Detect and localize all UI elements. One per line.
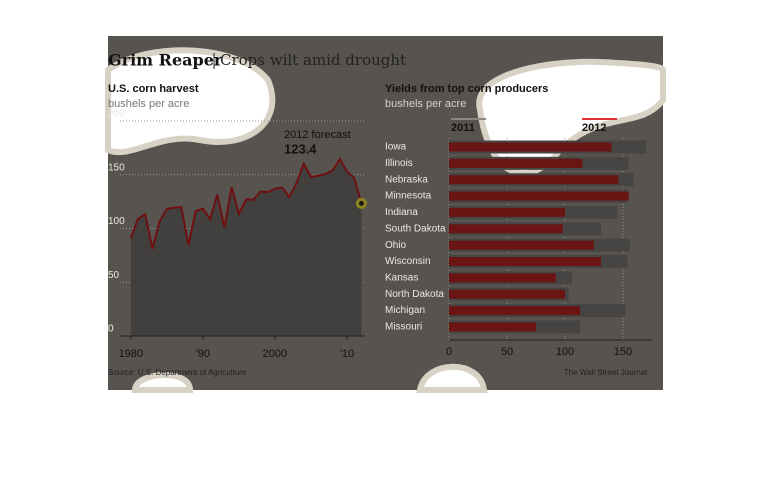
area <box>130 158 362 336</box>
x-tick-label: 100 <box>556 346 574 358</box>
bar <box>449 289 565 299</box>
x-tick-label: 0 <box>446 346 452 358</box>
bar <box>449 207 565 217</box>
axis-unit: bushels per acre <box>108 98 189 110</box>
subtitle: Crops wilt amid drought <box>220 51 406 69</box>
credit: The Wall Street Journal <box>564 368 648 377</box>
category-label: Missouri <box>385 322 422 333</box>
annotation-label: 2012 forecast <box>284 129 351 141</box>
x-tick-label: '90 <box>196 348 210 360</box>
blob <box>105 47 276 156</box>
bar <box>449 142 612 152</box>
category-label: Michigan <box>385 305 425 316</box>
axis-unit: bushels per acre <box>385 98 466 110</box>
category-label: Illinois <box>385 158 413 169</box>
category-label: North Dakota <box>385 289 444 300</box>
chart-title: U.S. corn harvest <box>108 83 199 95</box>
bar <box>449 306 581 316</box>
category-label: Wisconsin <box>385 256 431 267</box>
category-label: Nebraska <box>385 174 428 185</box>
legend-label: 2011 <box>451 122 475 134</box>
category-label: South Dakota <box>385 223 446 234</box>
bar <box>449 322 536 332</box>
category-label: Minnesota <box>385 191 432 202</box>
x-tick-label: 1980 <box>119 348 143 360</box>
category-label: Indiana <box>385 207 418 218</box>
y-tick-label: 200 <box>108 109 125 120</box>
bar <box>449 224 563 234</box>
blob <box>131 372 194 393</box>
source: Source: U.S. Department of Agriculture <box>108 368 247 377</box>
bar <box>449 240 594 250</box>
x-tick-label: 150 <box>614 346 632 358</box>
x-tick-label: '10 <box>340 348 354 360</box>
y-tick-label: 50 <box>108 270 120 281</box>
bar <box>449 257 601 267</box>
bar <box>449 191 629 201</box>
category-label: Ohio <box>385 240 407 251</box>
x-tick-label: 2000 <box>263 348 287 360</box>
category-label: Kansas <box>385 273 418 284</box>
line <box>129 156 363 250</box>
highlight-dot <box>355 197 367 209</box>
blob <box>416 363 488 393</box>
y-tick-label: 150 <box>108 162 125 173</box>
x-tick-label: 50 <box>501 346 513 358</box>
category-label: Iowa <box>385 142 407 153</box>
y-tick-label: 100 <box>108 216 125 227</box>
bar <box>449 175 619 185</box>
annotation-value: 123.4 <box>284 141 317 156</box>
y-tick-label: 0 <box>108 324 114 335</box>
legend-label: 2012 <box>582 122 606 134</box>
bar <box>449 273 556 283</box>
title: Grim Reaper <box>108 51 223 70</box>
chart-title: Yields from top corn producers <box>385 83 548 95</box>
bar <box>449 158 583 168</box>
